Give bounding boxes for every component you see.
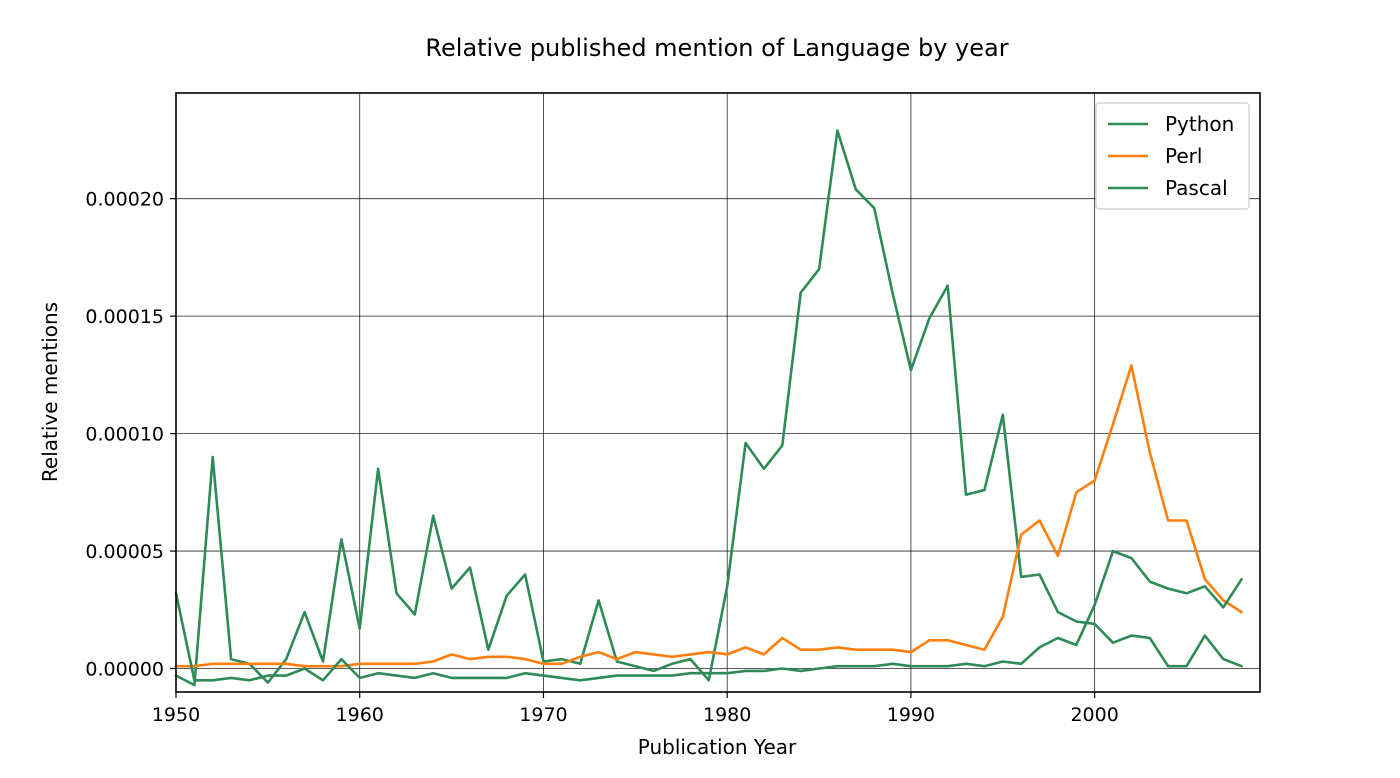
y-tick-label: 0.00010 [85, 424, 164, 446]
y-tick-label: 0.00015 [85, 306, 164, 328]
x-tick-label: 1990 [887, 704, 935, 726]
series-line-perl [174, 364, 1243, 668]
legend-label-pascal: Pascal [1165, 176, 1228, 200]
chart-title: Relative published mention of Language b… [425, 34, 1008, 62]
axis-ticks: 1950 1960 1970 1980 1990 2000 0.00000 0.00005 0.… [85, 189, 1118, 726]
series-line-pascal [174, 549, 1243, 682]
series-line-python [174, 129, 1243, 687]
y-tick-label: 0.00020 [85, 189, 164, 211]
x-tick-label: 2000 [1070, 704, 1118, 726]
y-axis-label: Relative mentions [38, 302, 62, 482]
legend-box [1095, 102, 1250, 210]
y-tick-label: 0.00005 [85, 541, 164, 563]
legend: Python Perl Pascal [1095, 102, 1250, 210]
x-tick-label: 1970 [519, 704, 567, 726]
x-tick-label: 1960 [336, 704, 384, 726]
x-tick-label: 1980 [703, 704, 751, 726]
y-tick-label: 0.00000 [85, 659, 164, 681]
x-axis-label: Publication Year [638, 735, 797, 759]
plot-frame [175, 92, 1261, 693]
legend-label-python: Python [1165, 112, 1234, 136]
x-tick-label: 1950 [152, 704, 200, 726]
legend-label-perl: Perl [1165, 144, 1202, 168]
series-layer [174, 129, 1243, 687]
grid-lines [175, 93, 1260, 692]
